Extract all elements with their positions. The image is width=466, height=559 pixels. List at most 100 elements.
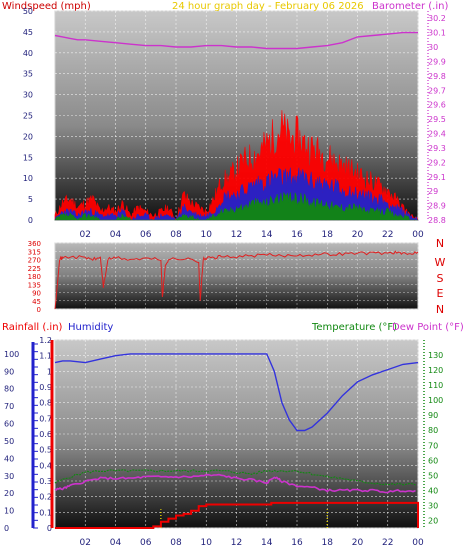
temperature-label: Temperature (°F) xyxy=(311,322,397,333)
panel-3-humidity-tick-label: 70 xyxy=(4,402,14,411)
panel-2-ytick-label: 0 xyxy=(37,306,41,314)
panel-1-ytick-label: 50 xyxy=(23,7,33,16)
panel-1-ytick-right-label: 29.1 xyxy=(428,173,446,182)
panel-3-humidity-tick-label: 60 xyxy=(4,420,14,429)
panel-1-xtick-label: 04 xyxy=(110,230,122,240)
panel-1-ytick-label: 20 xyxy=(23,132,33,141)
panel-2-direction-line xyxy=(54,250,419,310)
panel-1-ytick-label: 35 xyxy=(23,70,33,79)
panel-3-humidity-line xyxy=(54,353,419,432)
panel-1-xtick-label: 12 xyxy=(231,230,242,240)
panel-3-temp-tick-label: 100 xyxy=(428,396,443,405)
panel-1-ytick-label: 30 xyxy=(23,91,33,100)
panel-3-xtick-label: 18 xyxy=(322,538,334,548)
axes-layer: 0510152025303540455028.828.92929.129.229… xyxy=(4,7,446,548)
panel-1-xtick-label: 08 xyxy=(170,230,182,240)
panel-3-humidity-tick-label: 50 xyxy=(4,437,14,446)
panel-1-wind-series-3 xyxy=(54,191,418,221)
panel-3-temp-tick-label: 60 xyxy=(428,456,438,465)
panel-1-xtick-label: 18 xyxy=(322,230,334,240)
panel-3-rain-tick-label: 0 xyxy=(47,524,52,533)
panel-3-temp-tick-label: 110 xyxy=(428,381,443,390)
panel-2-ytick-label: 45 xyxy=(32,298,41,306)
panel-3-humidity-tick-label: 90 xyxy=(4,367,14,376)
panel-3-temp-tick-label: 120 xyxy=(428,366,443,375)
panel-3-rain-tick-label: 0.9 xyxy=(39,383,52,392)
panel-1-ytick-right-label: 28.8 xyxy=(428,216,446,225)
panel-2-ytick-label: 315 xyxy=(28,248,41,256)
panel-1-ytick-right-label: 30.2 xyxy=(428,14,446,23)
panel-1-ytick-right-label: 28.9 xyxy=(428,202,446,211)
panel-3-xtick-label: 14 xyxy=(261,538,273,548)
panel-3-temp-tick-label: 20 xyxy=(428,516,438,525)
panel-3-rain-tick-label: 1.1 xyxy=(39,352,52,361)
panel-1-xtick-label: 16 xyxy=(291,230,303,240)
panel-2-ytick-label: 90 xyxy=(32,290,41,298)
panel-3-xtick-label: 04 xyxy=(110,538,122,548)
panel-2-ytick-label: 135 xyxy=(28,281,41,289)
panel-3-humidity-tick-label: 10 xyxy=(4,507,14,516)
panel-3-xtick-label: 10 xyxy=(201,538,213,548)
panel-1-ytick-label: 40 xyxy=(23,49,33,58)
panel-1-ytick-label: 10 xyxy=(23,174,33,183)
panel-2-ytick-label: 180 xyxy=(28,273,41,281)
panel-1-xtick-label: 02 xyxy=(80,230,91,240)
panel-1-xtick-label: 14 xyxy=(261,230,273,240)
panel-1-xtick-label: 20 xyxy=(352,230,364,240)
panel-3-temp-tick-label: 30 xyxy=(428,501,438,510)
panel-3-temp-tick-label: 130 xyxy=(428,351,443,360)
panel-3-xtick-label: 00 xyxy=(412,538,424,548)
panel-3-rain-tick-label: 0.8 xyxy=(39,399,52,408)
panel-3-rain-tick-label: 0.4 xyxy=(39,461,52,470)
panel-1-xtick-label: 00 xyxy=(412,230,424,240)
panel-1-ytick-right-label: 30.1 xyxy=(428,29,446,38)
panel-1-ytick-label: 15 xyxy=(23,153,33,162)
panel-3-xtick-label: 02 xyxy=(80,538,91,548)
panel-3-xtick-label: 20 xyxy=(352,538,364,548)
panel-2-ytick-label: 270 xyxy=(28,257,41,265)
panel-3-temp-tick-label: 90 xyxy=(428,411,438,420)
panel-2-ytick-label: 360 xyxy=(28,240,41,248)
panel-2-direction-label: E xyxy=(437,287,444,300)
panel-3-xtick-label: 16 xyxy=(291,538,303,548)
panel-3-xtick-label: 12 xyxy=(231,538,242,548)
panel-2-direction-label: N xyxy=(436,303,444,316)
panel-1-ytick-right-label: 30 xyxy=(428,43,438,52)
panel-1-ytick-label: 45 xyxy=(23,28,33,37)
panel-1-ytick-right-label: 29 xyxy=(428,187,438,196)
panel-1-ytick-right-label: 29.6 xyxy=(428,101,446,110)
panel-3-xtick-label: 08 xyxy=(170,538,182,548)
panel-2-ytick-label: 225 xyxy=(28,265,41,273)
panel-1-ytick-right-label: 29.2 xyxy=(428,158,446,167)
series-layer xyxy=(54,31,419,529)
dewpoint-label: Dew Point (°F) xyxy=(392,322,464,333)
panel-3-temp-tick-label: 70 xyxy=(428,441,438,450)
panel-1-ytick-label: 5 xyxy=(28,195,33,204)
panel-3-rain-tick-label: 0.6 xyxy=(39,430,52,439)
panel-3-temp-tick-label: 50 xyxy=(428,471,438,480)
panel-3-temp-tick-label: 40 xyxy=(428,486,438,495)
panel-2-direction-label: S xyxy=(437,272,444,285)
panel-3-dewpoint-line xyxy=(54,473,416,494)
panel-3-humidity-tick-label: 80 xyxy=(4,385,14,394)
panel-1-ytick-right-label: 29.5 xyxy=(428,115,446,124)
panel-1-xtick-label: 10 xyxy=(201,230,213,240)
panel-1-barometer-line xyxy=(54,31,418,50)
panel-3-rainfall-line xyxy=(55,501,419,529)
panel-3-xtick-label: 22 xyxy=(382,538,393,548)
panel-3-rain-tick-label: 0.2 xyxy=(39,493,52,502)
panel-3-rain-tick-label: 0.3 xyxy=(39,477,52,486)
panel-3-rain-tick-label: 1 xyxy=(47,367,52,376)
panel-2-direction-label: N xyxy=(436,237,444,250)
panel-3-humidity-tick-label: 0 xyxy=(4,524,9,533)
panel-3-humidity-tick-label: 100 xyxy=(4,350,19,359)
panel-1-ytick-right-label: 29.9 xyxy=(428,57,446,66)
panel-1-ytick-label: 25 xyxy=(23,112,33,121)
panel-1-ytick-right-label: 29.7 xyxy=(428,86,446,95)
panel-1-ytick-right-label: 29.8 xyxy=(428,72,446,81)
panel-3-temp-tick-label: 80 xyxy=(428,426,438,435)
panel-3-xtick-label: 06 xyxy=(140,538,152,548)
panel-3-humidity-tick-label: 30 xyxy=(4,472,14,481)
